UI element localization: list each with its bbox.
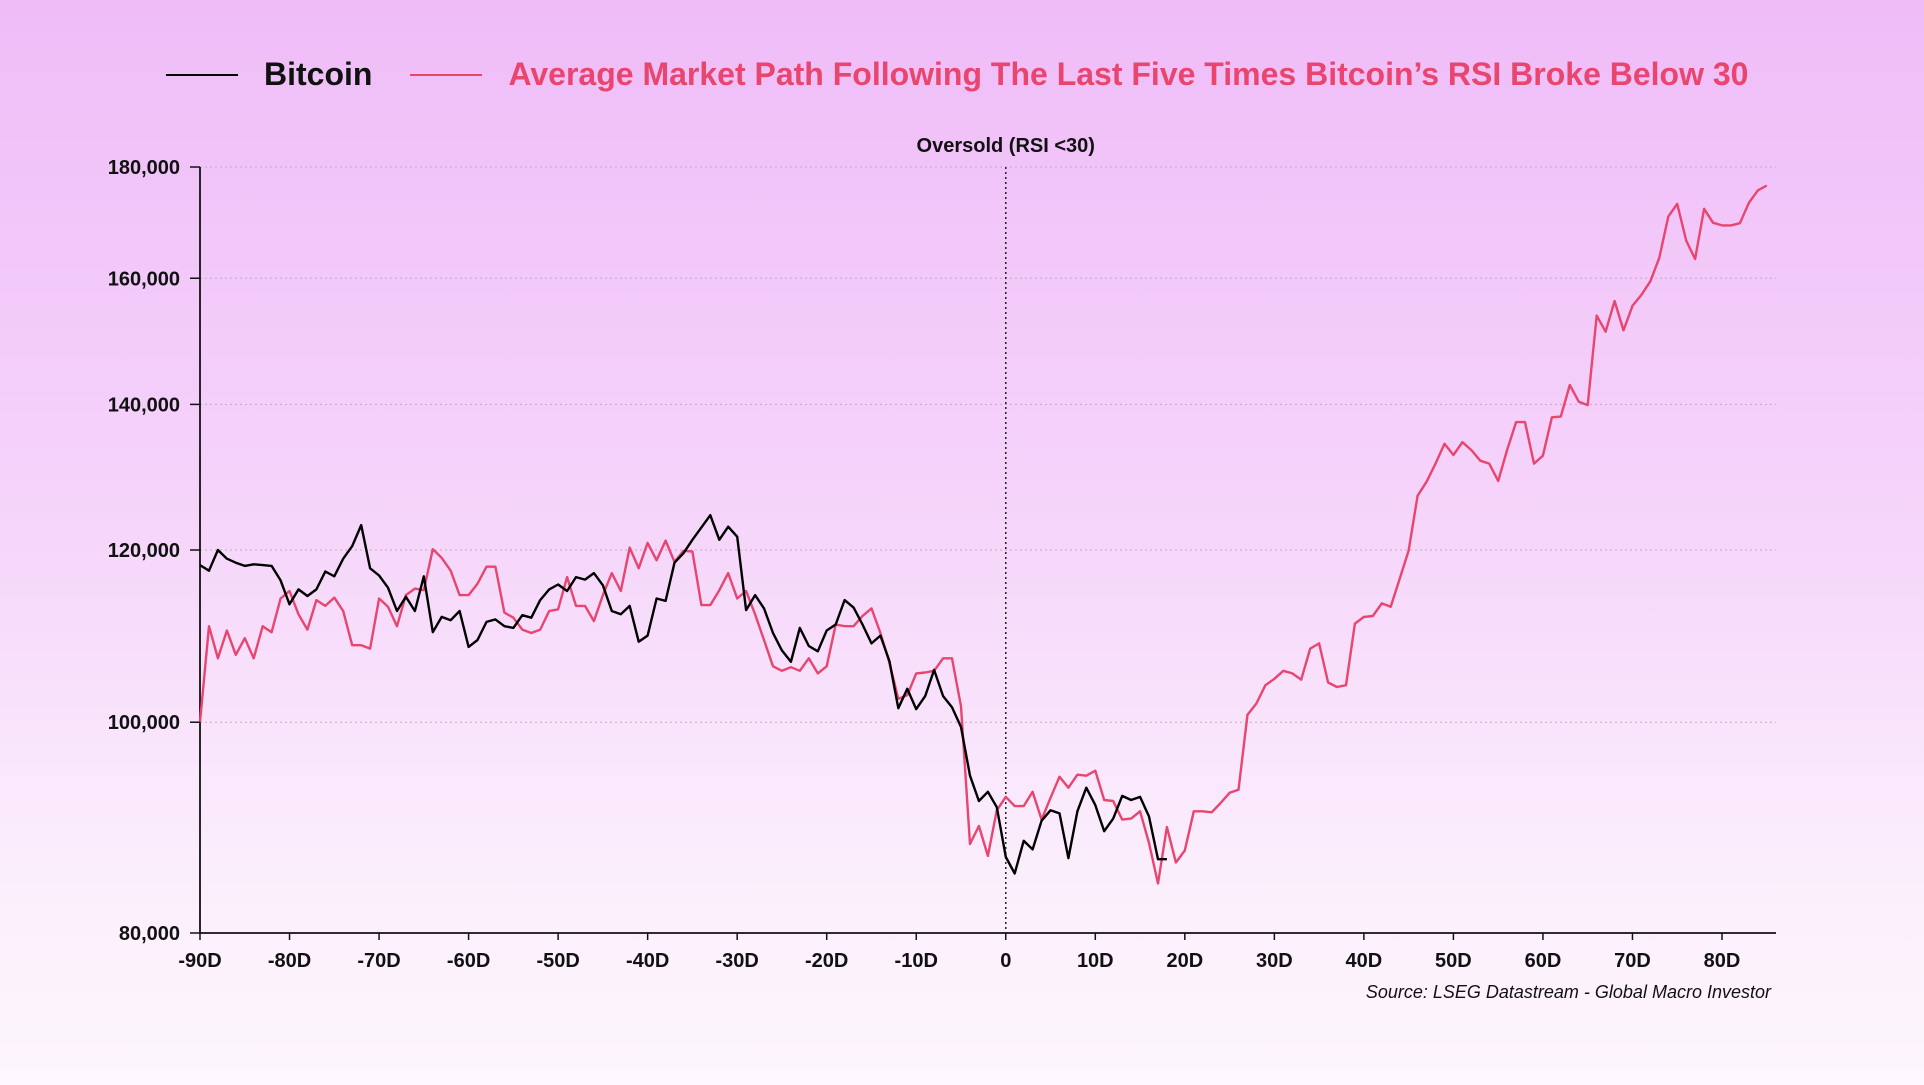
x-axis-ticks: -90D -80D -70D -60D -50D -40D -30D -20D -10D 0 10D… bbox=[178, 933, 1740, 972]
x-tick-label: -70D bbox=[357, 950, 400, 972]
x-tick-label: -20D bbox=[805, 950, 848, 972]
x-tick-label: 10D bbox=[1077, 950, 1114, 972]
y-tick-label: 120,000 bbox=[108, 540, 180, 562]
series-line-bitcoin bbox=[199, 514, 1167, 875]
x-tick-label: -50D bbox=[536, 950, 579, 972]
x-tick-label: -30D bbox=[715, 950, 758, 972]
legend: Bitcoin Average Market Path Following Th… bbox=[166, 56, 1786, 93]
gridlines bbox=[200, 166, 1776, 723]
x-tick-label: 0 bbox=[1000, 950, 1011, 972]
x-tick-label: 80D bbox=[1704, 950, 1741, 972]
y-tick-label: 180,000 bbox=[108, 157, 180, 179]
x-tick-label: -60D bbox=[447, 950, 490, 972]
x-tick-label: -40D bbox=[626, 950, 669, 972]
legend-item-bitcoin: Bitcoin bbox=[166, 56, 372, 93]
x-tick-label: 40D bbox=[1346, 950, 1383, 972]
x-tick-label: 30D bbox=[1256, 950, 1293, 972]
legend-swatch-bitcoin bbox=[166, 73, 238, 76]
y-tick-label: 160,000 bbox=[108, 268, 180, 290]
x-tick-label: 20D bbox=[1166, 950, 1203, 972]
y-tick-label: 80,000 bbox=[119, 923, 180, 945]
y-axis-ticks: 80,000 100,000 120,000 140,000 160,000 180,00… bbox=[108, 157, 200, 945]
x-tick-label: 60D bbox=[1525, 950, 1562, 972]
series-lines bbox=[198, 184, 1768, 885]
legend-swatch-average-path bbox=[410, 73, 483, 76]
series-line-average-path bbox=[198, 184, 1768, 885]
y-tick-label: 100,000 bbox=[108, 712, 180, 734]
legend-item-average-path: Average Market Path Following The Last F… bbox=[410, 56, 1748, 93]
source-note: Source: LSEG Datastream - Global Macro I… bbox=[1365, 982, 1771, 1002]
y-tick-label: 140,000 bbox=[108, 394, 180, 416]
x-tick-label: -10D bbox=[895, 950, 938, 972]
x-tick-label: 50D bbox=[1435, 950, 1472, 972]
legend-label-bitcoin: Bitcoin bbox=[264, 56, 373, 92]
x-tick-label: -80D bbox=[268, 950, 311, 972]
legend-label-average-path: Average Market Path Following The Last F… bbox=[508, 56, 1749, 92]
x-tick-label: 70D bbox=[1614, 950, 1651, 972]
oversold-annotation: Oversold (RSI <30) bbox=[917, 135, 1095, 157]
x-tick-label: -90D bbox=[178, 950, 221, 972]
